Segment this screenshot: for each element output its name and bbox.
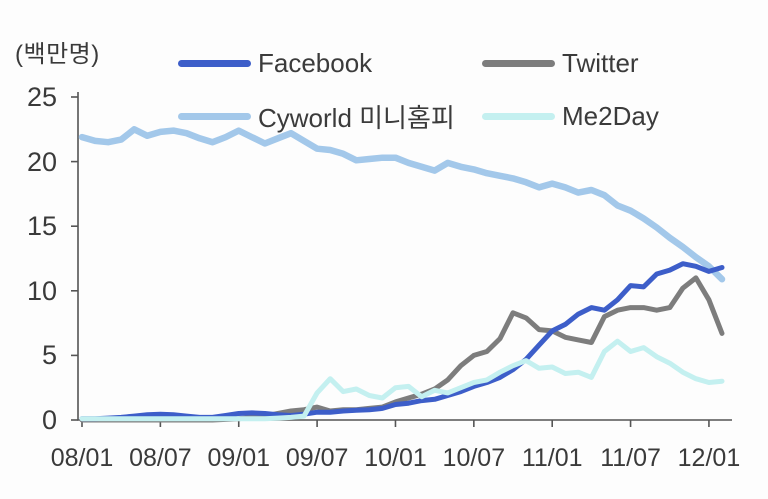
legend-label-me2day: Me2Day — [562, 100, 659, 131]
x-tick-label: 09/07 — [285, 444, 349, 472]
y-tick-label: 10 — [26, 275, 57, 306]
legend-item-me2day: Me2Day — [482, 99, 659, 133]
axes — [71, 92, 732, 427]
x-tick-label: 11/07 — [600, 444, 661, 472]
x-tick-label: 09/01 — [207, 444, 271, 472]
y-tick-label: 0 — [41, 405, 57, 435]
cyworld-line — [78, 126, 726, 283]
legend-item-twitter: Twitter — [482, 46, 639, 80]
twitter-line-swatch — [482, 59, 555, 67]
x-tick-label: 11/01 — [521, 444, 583, 472]
x-tick-label: 08/01 — [50, 444, 114, 472]
legend-label-twitter: Twitter — [562, 47, 639, 78]
legend-label-facebook: Facebook — [258, 47, 373, 78]
legend-item-facebook: Facebook — [178, 46, 372, 80]
me2day-line-swatch — [482, 112, 555, 120]
facebook-line — [79, 261, 725, 422]
y-tick-label: 25 — [26, 82, 57, 112]
cyworld-line-swatch — [178, 112, 251, 120]
me2day-line — [79, 338, 725, 422]
y-tick-label: 5 — [41, 340, 57, 371]
x-tick-label: 10/07 — [442, 444, 506, 472]
x-tick-label: 12/01 — [677, 444, 741, 472]
y-axis-unit-label: (백만명) — [15, 41, 100, 68]
legend-item-cyworld: Cyworld 미니홈피 — [178, 99, 455, 133]
facebook-line-swatch — [178, 59, 251, 67]
x-tick-label: 10/01 — [364, 444, 427, 472]
legend-label-cyworld: Cyworld 미니홈피 — [258, 102, 455, 133]
y-tick-label: 15 — [26, 211, 57, 242]
y-tick-label: 20 — [26, 146, 57, 177]
x-tick-label: 08/07 — [129, 444, 192, 472]
